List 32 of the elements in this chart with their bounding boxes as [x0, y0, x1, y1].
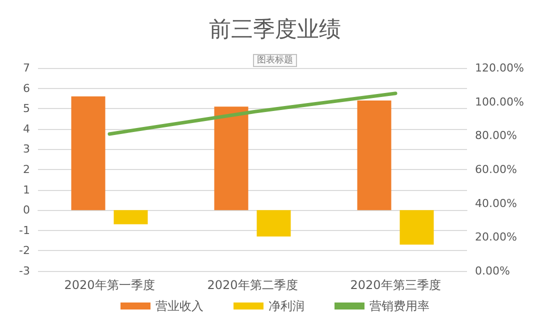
y-tick-label: -3 — [19, 264, 30, 278]
bar — [357, 100, 392, 210]
y-tick-label: 1 — [23, 183, 30, 196]
y-tick-label: 7 — [23, 62, 30, 74]
legend-label: 净利润 — [268, 299, 304, 313]
y-tick-label: 2 — [23, 163, 30, 176]
y-tick-label: -1 — [19, 224, 30, 237]
y2-tick-label: 120.00% — [475, 62, 524, 74]
x-tick-label: 2020年第三季度 — [350, 278, 441, 292]
y-tick-label: 5 — [23, 102, 30, 116]
text: 图表标题 — [257, 54, 293, 66]
y2-tick-label: 100.00% — [475, 95, 524, 108]
x-tick-label: 2020年第一季度 — [64, 278, 155, 292]
bar — [214, 106, 248, 210]
y2-tick-label: 0.00% — [475, 264, 510, 278]
y2-tick-label: 80.00% — [475, 129, 517, 142]
y-tick-label: 0 — [23, 204, 30, 217]
y2-tick-label: 40.00% — [475, 196, 517, 210]
y-tick-label: 4 — [23, 122, 30, 136]
bar — [400, 210, 434, 245]
y-tick-label: 6 — [23, 82, 30, 95]
legend-label: 营业收入 — [156, 299, 204, 313]
y-tick-label: 3 — [23, 142, 30, 156]
bar — [256, 210, 291, 236]
bar — [71, 96, 106, 210]
y2-tick-label: 60.00% — [475, 163, 517, 176]
chart-title: 前三季度业绩 — [209, 18, 341, 42]
legend-label: 营销费用率 — [370, 299, 430, 313]
y2-tick-label: 20.00% — [475, 230, 517, 244]
y-tick-label: -2 — [19, 244, 30, 258]
bar — [114, 210, 148, 224]
x-tick-label: 2020年第二季度 — [207, 278, 298, 292]
